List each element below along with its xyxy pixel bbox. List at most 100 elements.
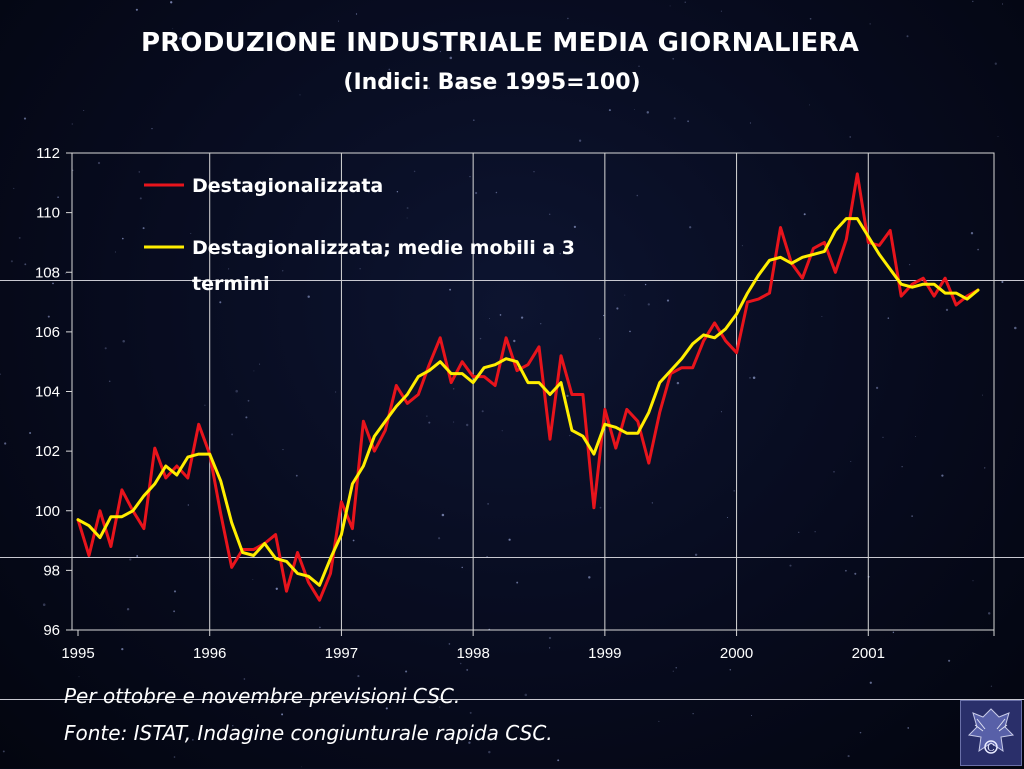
star-dot: [644, 283, 647, 286]
star-dot: [488, 750, 491, 754]
star-dot: [970, 232, 974, 235]
star-dot: [357, 675, 360, 678]
y-tick-label: 106: [35, 324, 60, 341]
star-dot: [396, 191, 399, 193]
star-dot: [142, 227, 145, 230]
star-dot: [71, 123, 73, 125]
star-dot: [282, 449, 284, 451]
star-dot: [487, 503, 489, 505]
star-dot: [126, 607, 130, 611]
star-dot: [505, 39, 507, 41]
star-dot: [252, 579, 254, 580]
star-dot: [428, 421, 431, 424]
star-dot: [499, 314, 502, 316]
star-dot: [651, 502, 653, 504]
star-dot: [573, 225, 577, 229]
star-dot: [907, 727, 909, 729]
star-dot: [438, 537, 441, 540]
star-dot: [945, 308, 949, 312]
star-dot: [13, 187, 15, 189]
star-dot: [984, 467, 986, 469]
star-dot: [875, 386, 879, 390]
star-dot: [481, 410, 484, 413]
star-dot: [567, 17, 569, 20]
x-tick-label: 1997: [325, 645, 358, 662]
star-dot: [803, 213, 806, 216]
star-dot: [23, 117, 27, 120]
star-dot: [352, 539, 355, 542]
star-dot: [516, 581, 519, 584]
y-tick-label: 96: [43, 622, 60, 639]
x-tick-label: 1996: [193, 645, 226, 662]
star-dot: [915, 436, 917, 437]
star-dot: [355, 13, 358, 15]
star-dot: [513, 339, 516, 343]
star-dot: [634, 75, 635, 77]
star-dot: [172, 28, 174, 30]
star-dot: [439, 51, 441, 53]
star-dot: [990, 685, 993, 687]
star-dot: [235, 389, 238, 393]
star-dot: [849, 136, 851, 138]
star-dot: [720, 10, 722, 12]
star-dot: [479, 337, 482, 340]
x-tick-label: 1995: [61, 645, 94, 662]
y-tick-label: 102: [35, 443, 60, 460]
star-dot: [301, 766, 302, 768]
star-dot: [588, 576, 591, 579]
star-dot: [204, 404, 206, 406]
y-tick-label: 108: [35, 264, 60, 281]
legend-item-destagionalizzata: Destagionalizzata: [192, 175, 383, 197]
star-dot: [850, 460, 852, 462]
star-dot: [533, 171, 535, 173]
star-dot: [689, 226, 692, 229]
star-dot: [752, 376, 756, 380]
y-tick-label: 98: [43, 562, 60, 579]
star-dot: [219, 301, 222, 304]
star-dot: [151, 127, 153, 130]
star-dot: [666, 299, 670, 302]
star-dot: [559, 253, 561, 255]
star-dot: [449, 56, 453, 60]
star-dot: [319, 626, 321, 629]
star-dot: [173, 610, 176, 613]
star-dot: [997, 135, 999, 138]
star-dot: [465, 423, 469, 427]
star-dot: [729, 669, 732, 671]
star-dot: [413, 170, 416, 173]
star-dot: [78, 676, 80, 678]
star-dot: [892, 631, 895, 634]
star-dot: [253, 370, 255, 372]
star-dot: [468, 741, 471, 744]
star-dot: [814, 531, 816, 533]
star-dot: [540, 723, 542, 725]
star-dot: [461, 566, 463, 569]
star-dot: [439, 706, 441, 708]
star-dot: [869, 681, 872, 684]
star-dot: [83, 109, 85, 112]
star-dot: [548, 647, 551, 649]
note-source: Fonte: ISTAT, Indagine congiunturale rap…: [64, 721, 553, 745]
star-dot: [104, 347, 107, 350]
star-dot: [948, 659, 951, 662]
star-dot: [977, 248, 979, 251]
chart-title: PRODUZIONE INDUSTRIALE MEDIA GIORNALIERA: [140, 28, 860, 58]
star-dot: [520, 316, 524, 319]
star-dot: [285, 34, 288, 37]
star-dot: [275, 587, 278, 590]
star-dot: [466, 668, 469, 671]
star-dot: [1014, 326, 1017, 330]
star-dot: [459, 662, 462, 665]
star-dot: [190, 233, 192, 234]
plot-area-frame: [71, 152, 995, 631]
star-dot: [441, 513, 445, 517]
star-dot: [108, 380, 111, 383]
x-tick-label: 1999: [588, 645, 621, 662]
star-dot: [47, 315, 50, 318]
x-tick-label: 2001: [852, 645, 885, 662]
star-dot: [741, 245, 743, 247]
star-dot: [281, 713, 284, 716]
star-dot: [247, 399, 250, 402]
star-dot: [646, 111, 650, 114]
star-dot: [231, 433, 234, 436]
